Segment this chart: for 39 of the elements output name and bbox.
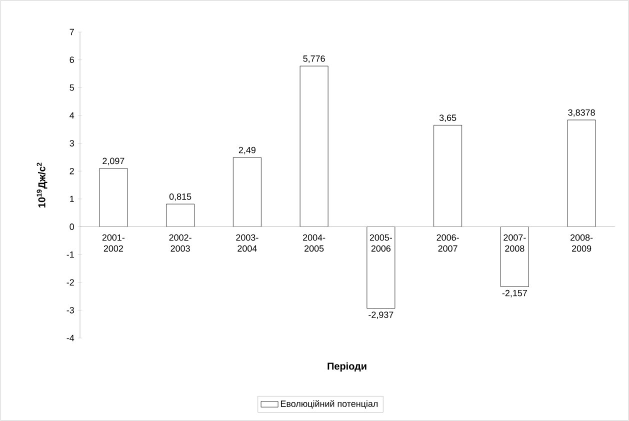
y-tick-label: 7 xyxy=(70,28,74,36)
y-tick-label: 3 xyxy=(70,140,74,146)
bar xyxy=(567,120,596,227)
bar xyxy=(366,226,396,309)
y-tick-label: 6 xyxy=(70,56,74,63)
y-tick-label: 0 xyxy=(70,224,74,230)
bar xyxy=(232,157,262,227)
x-tick-label: 2008-2009 xyxy=(570,234,593,252)
bar xyxy=(99,168,128,227)
text: -2,157 xyxy=(502,290,527,298)
y-tick-label: -3 xyxy=(66,307,74,314)
text: 5,776 xyxy=(303,55,325,63)
bar xyxy=(500,226,529,287)
y-tick-label: -1 xyxy=(66,251,74,258)
y-tick-label: 5 xyxy=(70,84,74,91)
x-tick-label: 2005-2006 xyxy=(370,234,392,252)
bar xyxy=(300,66,328,227)
y-tick-label: -4 xyxy=(66,334,74,342)
y-tick-label: 1 xyxy=(70,196,74,202)
x-axis-title: Періоди xyxy=(328,362,366,372)
bar xyxy=(166,204,195,227)
text: 2,49 xyxy=(238,146,256,154)
text: 0,815 xyxy=(169,193,192,201)
x-tick-label: 2002-2003 xyxy=(169,234,192,252)
x-tick-label: 2003-2004 xyxy=(236,234,258,252)
x-tick-label: 2006-2007 xyxy=(436,234,459,252)
x-tick-label: 2004-2005 xyxy=(303,234,326,252)
text: 2,097 xyxy=(102,158,124,166)
text: 3,65 xyxy=(439,114,456,122)
y-tick-label: 4 xyxy=(70,112,74,119)
bar xyxy=(434,124,462,227)
text: 3,8378 xyxy=(568,109,595,117)
y-axis-title: 10$^{19}$Дж/с$^{2}$ xyxy=(36,162,48,208)
x-tick-label: 2007-2008 xyxy=(504,234,526,252)
legend-label: Еволюційний потенціал xyxy=(280,400,378,409)
y-tick-label: -2 xyxy=(66,279,74,286)
y-tick-label: 2 xyxy=(70,168,74,174)
x-tick-label: 2001-2002 xyxy=(102,234,125,252)
text: -2,937 xyxy=(368,312,394,320)
